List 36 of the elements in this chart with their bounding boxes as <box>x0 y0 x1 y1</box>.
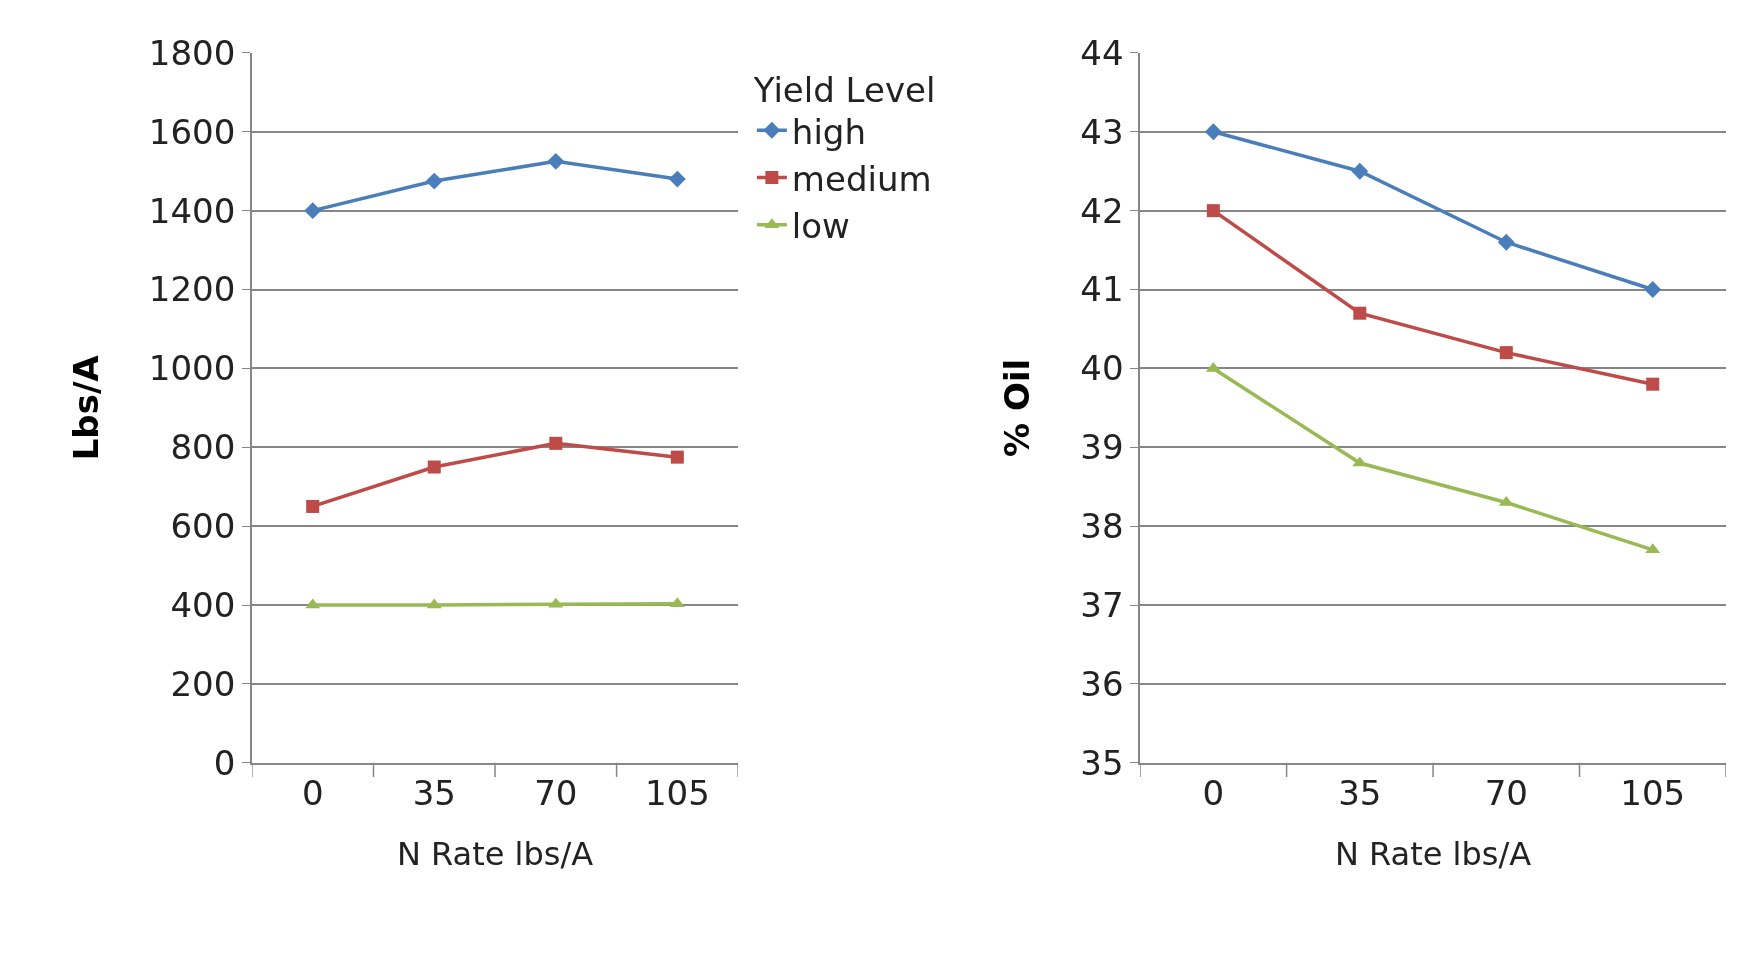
y-tick-label: 38 <box>1080 506 1124 547</box>
x-tick-label: 70 <box>1484 773 1528 814</box>
y-tick-label: 35 <box>1080 742 1124 783</box>
x-tick-label: 35 <box>412 773 456 814</box>
y-tick-label: 200 <box>170 663 236 704</box>
x-tick-label: 0 <box>301 773 324 814</box>
x-tick-label: 0 <box>1202 773 1225 814</box>
y-tick-label: 1200 <box>148 269 236 310</box>
y-tick-label: 37 <box>1080 584 1124 625</box>
y-tick-label: 43 <box>1080 111 1124 152</box>
y-tick-label: 41 <box>1080 269 1124 310</box>
y-tick-label: 39 <box>1080 427 1124 468</box>
y-tick-label: 1000 <box>148 348 236 389</box>
y-axis-title: Lbs/A <box>65 354 106 461</box>
y-tick-label: 40 <box>1080 348 1124 389</box>
y-tick-label: 1800 <box>148 32 236 73</box>
x-tick-label: 105 <box>644 773 710 814</box>
legend-title: Yield Level <box>752 69 936 110</box>
y-tick-label: 0 <box>213 742 236 783</box>
y-tick-label: 400 <box>170 584 236 625</box>
y-tick-label: 800 <box>170 427 236 468</box>
x-axis-title: N Rate lbs/A <box>1334 834 1532 873</box>
y-tick-label: 36 <box>1080 663 1124 704</box>
y-tick-label: 600 <box>170 506 236 547</box>
legend-label: high <box>791 111 867 152</box>
x-axis-title: N Rate lbs/A <box>396 834 594 873</box>
y-tick-label: 1400 <box>148 190 236 231</box>
legend-label: low <box>791 205 850 246</box>
x-tick-label: 70 <box>534 773 578 814</box>
y-tick-label: 1600 <box>148 111 236 152</box>
x-tick-label: 105 <box>1620 773 1686 814</box>
y-tick-label: 42 <box>1080 190 1124 231</box>
x-tick-label: 35 <box>1338 773 1382 814</box>
legend-label: medium <box>791 158 932 199</box>
y-axis-title: % Oil <box>997 358 1038 457</box>
y-tick-label: 44 <box>1080 32 1124 73</box>
